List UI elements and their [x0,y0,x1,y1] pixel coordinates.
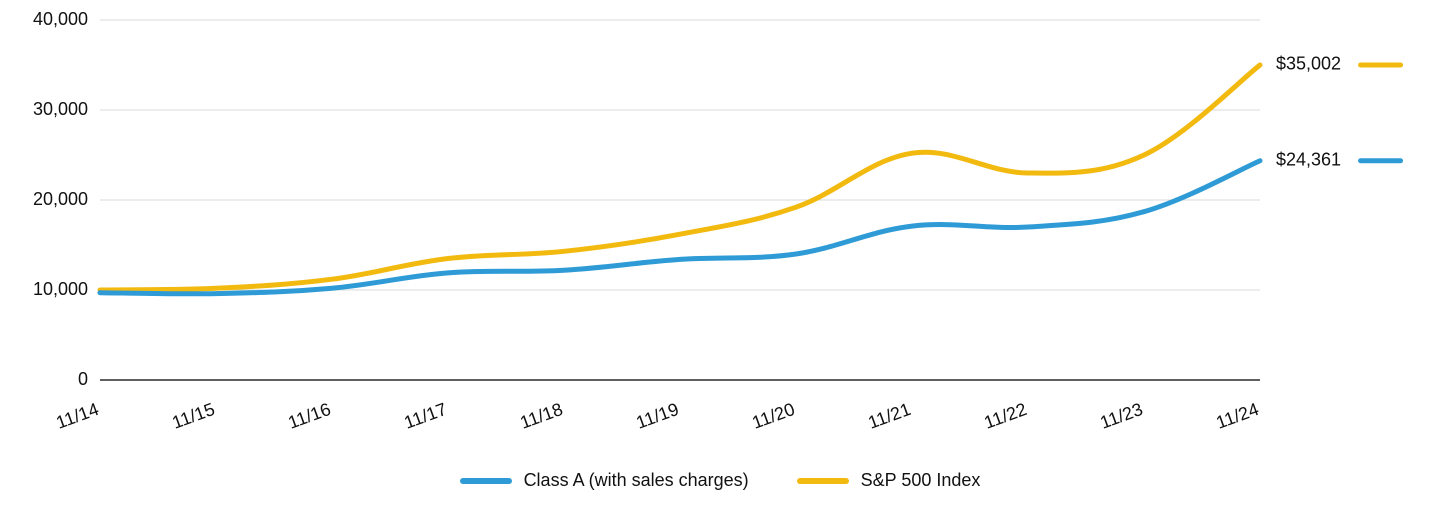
legend-swatch [460,478,512,484]
svg-text:$24,361: $24,361 [1276,150,1341,170]
svg-text:0: 0 [78,369,88,389]
svg-text:$35,002: $35,002 [1276,54,1341,74]
growth-chart: 010,00020,00030,00040,00011/1411/1511/16… [0,0,1440,516]
svg-text:40,000: 40,000 [33,9,88,29]
legend-item-class_a: Class A (with sales charges) [460,470,749,491]
legend-label: S&P 500 Index [861,470,981,491]
svg-text:30,000: 30,000 [33,99,88,119]
svg-text:20,000: 20,000 [33,189,88,209]
legend-item-sp500: S&P 500 Index [797,470,981,491]
chart-canvas: 010,00020,00030,00040,00011/1411/1511/16… [0,0,1440,516]
legend-swatch [797,478,849,484]
svg-text:10,000: 10,000 [33,279,88,299]
chart-legend: Class A (with sales charges) S&P 500 Inde… [0,470,1440,491]
legend-label: Class A (with sales charges) [524,470,749,491]
